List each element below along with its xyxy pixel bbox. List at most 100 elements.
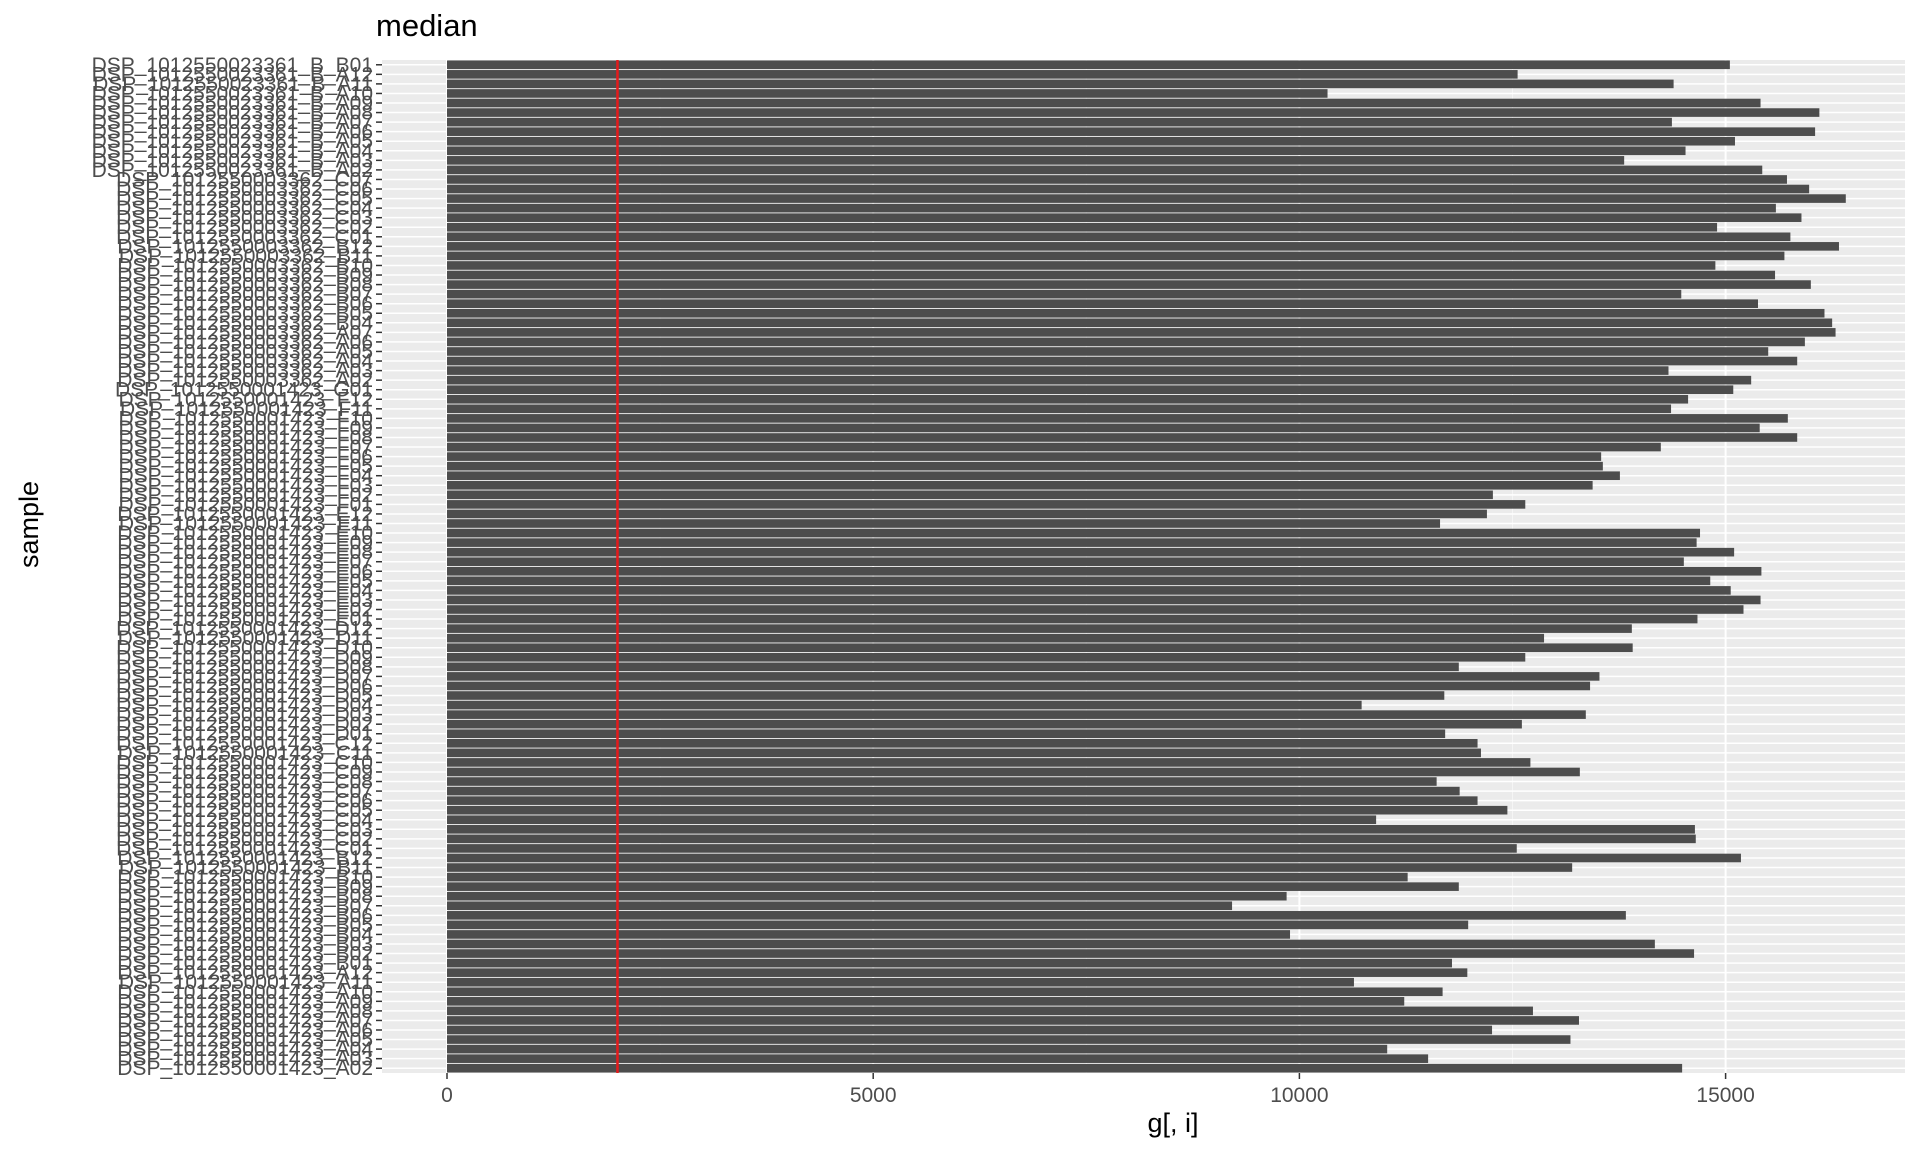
bar <box>447 89 1328 98</box>
y-tick-label: DSP_1012550023361_B_A04 <box>92 140 374 163</box>
y-tick-label: DSP_1012550001423_D11 <box>118 627 373 650</box>
bar <box>447 222 1718 232</box>
bar <box>447 901 1233 911</box>
y-tick-label: DSP_1012550001423_C02 <box>116 828 373 851</box>
bar <box>447 60 1730 70</box>
y-tick-label: DSP_1012550003362_B09 <box>117 264 373 287</box>
y-tick-label: DSP_1012550001423_B12 <box>117 847 373 870</box>
bar <box>447 958 1452 968</box>
bar <box>447 366 1669 375</box>
bar <box>447 662 1459 672</box>
y-tick-label: DSP_1012550003362_B10 <box>117 254 373 277</box>
bar <box>447 748 1481 758</box>
bar <box>447 261 1716 270</box>
bar <box>447 480 1593 490</box>
bar <box>447 939 1655 949</box>
y-tick-label: DSP_1012550001423_E11 <box>119 512 373 535</box>
bar <box>447 347 1769 356</box>
bar <box>447 1054 1429 1063</box>
y-tick-label: DSP_1012550023361_B_A06 <box>92 121 373 144</box>
bar <box>447 614 1698 624</box>
bar <box>447 452 1602 461</box>
bar <box>447 758 1531 767</box>
bar <box>447 844 1517 853</box>
bar <box>447 356 1798 366</box>
y-tick-label: DSP_1012550001423_D08 <box>116 656 373 679</box>
y-tick-label: DSP_1012550001423_A03 <box>117 1048 373 1071</box>
y-tick-label: DSP_1012550001423_E09 <box>117 532 373 555</box>
y-tick-label: DSP_1012550003362_A03 <box>117 360 373 383</box>
bar <box>447 566 1762 576</box>
bar <box>447 270 1776 280</box>
y-tick-label: DSP_1012550003362_B08 <box>117 274 373 297</box>
bar <box>447 519 1441 528</box>
y-tick-label: DSP_1012550001423_E12 <box>117 503 373 526</box>
y-tick-label: DSP_1012550001423_E04 <box>117 579 373 602</box>
bar <box>447 146 1686 156</box>
y-tick-label: DSP_1012550001423_C07 <box>116 780 373 803</box>
y-tick-label: DSP_1012550001423_B09 <box>117 876 373 899</box>
y-tick-label: DSP_1012550023361_B_A12 <box>92 63 373 86</box>
bar <box>447 1063 1683 1073</box>
y-tick-label: DSP_1012550001423_F01 <box>118 493 373 516</box>
bar <box>447 997 1405 1006</box>
y-tick-label: DSP_1012550001423_A10 <box>117 981 373 1004</box>
y-tick-label: DSP_1012550001423_A06 <box>117 1019 373 1042</box>
bar <box>447 528 1701 538</box>
y-tick-label: DSP_1012550001423_B08 <box>117 885 373 908</box>
y-tick-label: DSP_1012550023361_B_A10 <box>92 82 373 105</box>
bar <box>447 423 1760 433</box>
bar <box>447 385 1734 395</box>
y-tick-label: DSP_1012550003362_B04 <box>117 312 373 335</box>
y-tick-label: DSP_1012550001423_C01 <box>116 837 373 860</box>
y-tick-label: DSP_1012550003362_A04 <box>117 350 373 373</box>
bar <box>447 872 1408 882</box>
bar <box>447 557 1684 567</box>
y-tick-label: DSP_1012550003362_A05 <box>117 340 373 363</box>
y-tick-label: DSP_1012550003362_A06 <box>117 331 373 354</box>
bar <box>447 404 1672 414</box>
y-tick-label: DSP_1012550001423_F10 <box>118 407 373 430</box>
y-tick-label: DSP_1012550023361_B_A05 <box>92 130 373 153</box>
bar <box>447 949 1695 958</box>
y-tick-label: DSP_1012550003362_C05 <box>116 188 373 211</box>
bar <box>447 117 1672 127</box>
bar <box>447 805 1508 815</box>
bar <box>447 786 1460 796</box>
bar <box>447 834 1696 844</box>
bar <box>447 672 1600 681</box>
bar <box>447 863 1573 872</box>
y-tick-label: DSP_1012550001423_D02 <box>116 713 373 736</box>
y-tick-label: DSP_1012550001423_B02 <box>117 943 373 966</box>
y-tick-label: DSP_1012550003362_A07 <box>117 321 373 344</box>
bar <box>447 184 1810 194</box>
y-tick-label: DSP_1012550001423_A09 <box>117 990 373 1013</box>
bar <box>447 500 1526 509</box>
bar <box>447 108 1820 117</box>
bar <box>447 633 1545 643</box>
bar <box>447 318 1833 328</box>
y-axis: DSP_1012550023361_B_B01DSP_1012550023361… <box>92 54 382 1080</box>
y-tick-label: DSP_1012550001423_C12 <box>116 732 373 755</box>
x-tick-label: 5000 <box>850 1084 897 1107</box>
bar <box>447 968 1468 977</box>
bar <box>447 175 1787 184</box>
bar <box>447 232 1791 242</box>
bar <box>447 681 1591 691</box>
bar <box>447 652 1526 662</box>
y-tick-label: DSP_1012550001423_A08 <box>117 1000 373 1023</box>
y-tick-label: DSP_1012550001423_D10 <box>116 637 373 660</box>
y-tick-label: DSP_1012550001423_A11 <box>119 971 373 994</box>
y-tick-label: DSP_1012550003362_B05 <box>117 302 373 325</box>
bar <box>447 251 1785 261</box>
y-tick-label: DSP_1012550023361_B_A07 <box>92 111 373 134</box>
y-tick-label: DSP_1012550023361_B_A09 <box>92 92 373 115</box>
y-tick-label: DSP_1012550023361_B_A03 <box>92 149 373 172</box>
y-tick-label: DSP_1012550001423_E07 <box>117 551 373 574</box>
y-tick-label: DSP_1012550001423_F04 <box>118 465 373 488</box>
y-tick-label: DSP_1012550003362_B06 <box>117 293 373 316</box>
bar <box>447 433 1798 442</box>
bar <box>447 1035 1571 1044</box>
y-tick-label: DSP_1012550001423_C10 <box>116 751 373 774</box>
